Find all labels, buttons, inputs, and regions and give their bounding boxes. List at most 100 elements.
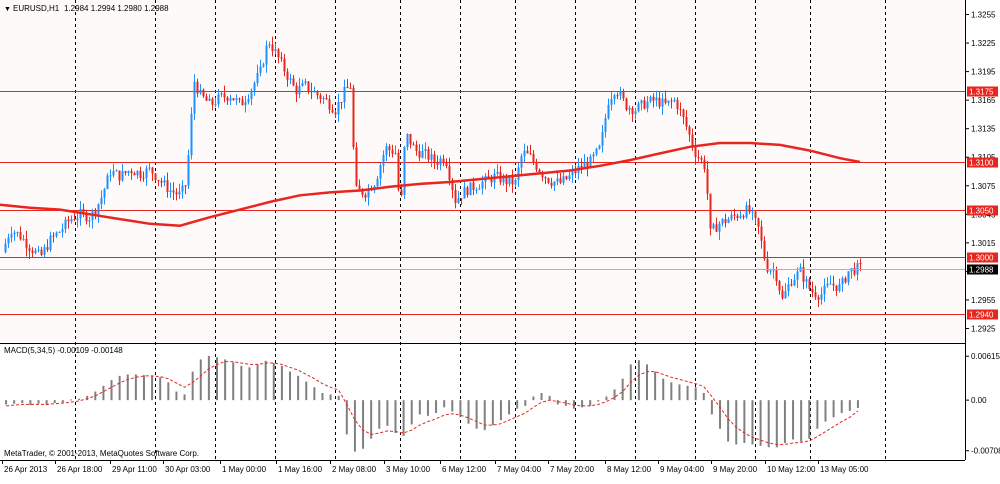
candle-body — [115, 170, 118, 172]
candle-body — [502, 176, 505, 183]
macd-bar — [800, 400, 803, 442]
candle-body — [145, 168, 148, 178]
vertical-grid — [75, 0, 886, 460]
candle-body — [10, 234, 13, 238]
macd-bar — [508, 400, 511, 415]
candle-body — [508, 176, 511, 185]
candle-body — [679, 109, 682, 111]
candle-body — [685, 116, 688, 127]
candle-body — [226, 97, 229, 101]
macd-bar — [735, 400, 738, 445]
candle-body — [487, 175, 490, 178]
price-panel[interactable] — [0, 0, 965, 342]
candle-body — [820, 294, 823, 300]
candle-body — [361, 189, 364, 195]
macd-bar — [702, 393, 705, 401]
macd-tick-label: -0.00708 — [971, 447, 1000, 456]
candle-body — [229, 98, 232, 101]
candle-body — [190, 113, 193, 156]
macd-bar — [402, 400, 405, 436]
candle-body — [610, 99, 613, 105]
candle-body — [859, 263, 862, 265]
price-tick-label: 1.2955 — [971, 296, 996, 305]
candle-body — [580, 165, 583, 168]
candle-body — [457, 198, 460, 204]
level-label-box — [967, 86, 998, 97]
symbol-dropdown-icon[interactable]: ▼ — [4, 6, 11, 13]
macd-bar — [159, 377, 162, 401]
macd-bar — [272, 363, 275, 401]
candle-body — [541, 173, 544, 178]
candle-body — [517, 167, 520, 180]
candle-body — [631, 107, 634, 114]
candle-body — [793, 279, 796, 286]
candle-body — [478, 188, 481, 190]
candle-body — [280, 57, 283, 59]
candle-body — [607, 104, 610, 119]
candle-body — [73, 219, 76, 221]
candle-body — [292, 78, 295, 86]
candle-body — [202, 89, 205, 97]
candle-body — [559, 178, 562, 183]
candle-body — [706, 169, 709, 194]
macd-bar — [345, 400, 348, 435]
macd-bar — [370, 400, 373, 439]
macd-bar — [792, 400, 795, 440]
price-tick-label: 1.3165 — [971, 96, 996, 105]
candle-body — [85, 212, 88, 222]
candle-body — [163, 180, 166, 183]
candle-body — [505, 176, 508, 185]
macd-bar — [151, 375, 154, 401]
candle-body — [295, 85, 298, 95]
level-label-box — [967, 205, 998, 216]
candle-body — [697, 157, 700, 159]
candle-body — [664, 98, 667, 103]
macd-bar — [297, 375, 300, 401]
candle-body — [694, 146, 697, 158]
candle-body — [178, 191, 181, 195]
candle-body — [574, 171, 577, 174]
candle-body — [670, 100, 673, 102]
candle-body — [652, 96, 655, 101]
macd-bar — [410, 400, 413, 425]
candle-body — [739, 216, 742, 218]
candle-body — [811, 288, 814, 293]
macd-bar — [199, 359, 202, 401]
candle-body — [538, 169, 541, 174]
price-tick-label: 1.3015 — [971, 239, 996, 248]
candle-body — [82, 208, 85, 213]
macd-bar — [175, 391, 178, 401]
macd-bar — [759, 400, 762, 446]
macd-bar — [61, 400, 64, 403]
macd-bar — [516, 400, 519, 409]
candle-body — [445, 162, 448, 167]
candle-body — [709, 193, 712, 229]
macd-tick-label: 0.00 — [971, 396, 987, 405]
candle-body — [595, 148, 598, 155]
candle-body — [343, 86, 346, 103]
candle-body — [367, 188, 370, 198]
macd-bar — [313, 387, 316, 401]
macd-bar — [134, 374, 137, 401]
candle-body — [22, 238, 25, 240]
level-label-box — [967, 309, 998, 320]
current-price-box — [967, 264, 998, 275]
candle-body — [235, 98, 238, 101]
macd-bar — [637, 360, 640, 401]
candle-body — [775, 270, 778, 282]
macd-bar — [142, 375, 145, 401]
candle-body — [601, 131, 604, 146]
candle-body — [52, 235, 55, 237]
candle-body — [379, 165, 382, 179]
macd-bar — [540, 393, 543, 401]
candle-body — [151, 167, 154, 174]
macd-panel[interactable] — [0, 345, 965, 460]
macd-bar — [848, 400, 851, 411]
candle-body — [736, 215, 739, 218]
price-tick-label: 1.3135 — [971, 125, 996, 134]
macd-bar — [670, 382, 673, 401]
level-label: 1.3000 — [969, 254, 994, 263]
macd-bar — [280, 365, 283, 401]
candle-body — [133, 173, 136, 176]
macd-bar — [69, 399, 72, 401]
